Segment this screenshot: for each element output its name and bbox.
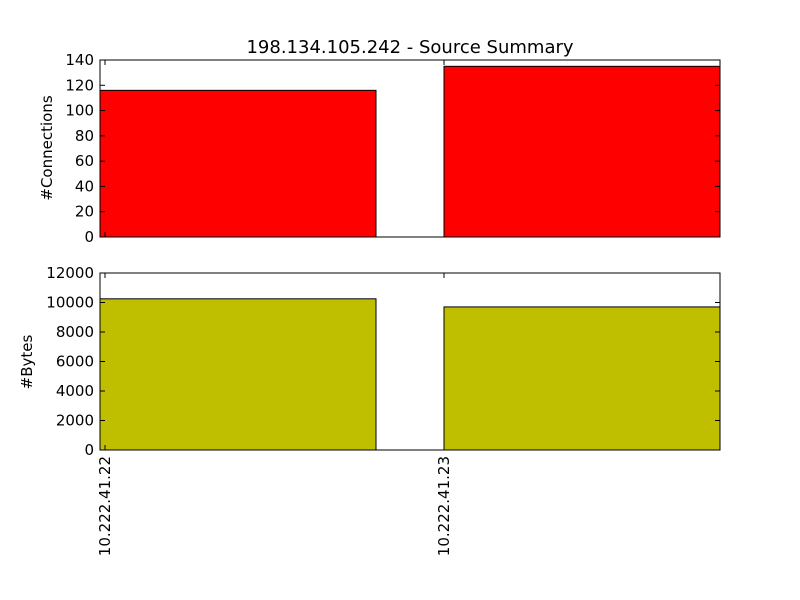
connections-ytick-label: 20 [75, 203, 94, 221]
connections-ytick-label: 0 [84, 228, 94, 246]
bytes-panel: 0 2000 4000 6000 8000 10000 12000 [46, 264, 721, 459]
connections-ytick-label: 100 [65, 102, 94, 120]
bytes-axis-label: #Bytes [18, 334, 36, 389]
connections-ytick-label: 60 [75, 152, 94, 170]
category-label-1: 10.222.41.22 [96, 456, 114, 556]
connections-ytick-label: 140 [65, 51, 94, 69]
bytes-ytick-label: 12000 [46, 264, 94, 282]
bytes-ytick-label: 0 [84, 441, 94, 459]
category-labels: 10.222.41.22 10.222.41.23 [96, 456, 453, 556]
connections-ytick-label: 80 [75, 127, 94, 145]
category-label-2: 10.222.41.23 [435, 456, 453, 556]
bytes-ytick-label: 6000 [56, 353, 94, 371]
connections-bar-2 [443, 65, 721, 238]
bytes-ytick-label: 4000 [56, 382, 94, 400]
connections-bar-1 [99, 89, 377, 238]
bytes-ytick-label: 2000 [56, 412, 94, 430]
connections-axis-label: #Connections [38, 95, 56, 200]
bytes-ytick-label: 10000 [46, 294, 94, 312]
connections-ytick-label: 40 [75, 177, 94, 195]
bytes-ytick-label: 8000 [56, 323, 94, 341]
connections-axes-frame [99, 59, 721, 238]
chart-title: 198.134.105.242 - Source Summary [246, 37, 573, 58]
connections-panel: 0 20 40 60 80 100 120 140 [65, 51, 721, 246]
connections-ytick-label: 120 [65, 76, 94, 94]
bytes-bar-1 [99, 298, 377, 451]
bytes-bar-2 [443, 306, 721, 451]
